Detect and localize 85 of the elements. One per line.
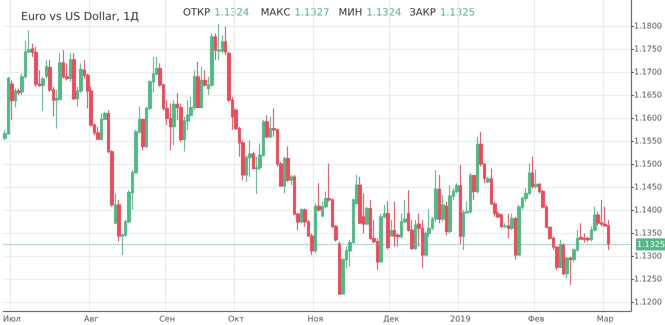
y-tick-label: 1.1500 (634, 160, 662, 168)
candlestick (96, 126, 100, 141)
candlestick (438, 174, 441, 224)
candlestick (300, 208, 303, 224)
y-tick-label: 1.1550 (634, 136, 662, 146)
candlestick (14, 88, 17, 108)
candlestick (569, 256, 572, 286)
candlestick (41, 76, 45, 112)
annotation: МАКС 1.1327 (260, 8, 330, 18)
candlestick (72, 52, 76, 101)
y-tick-label: 1.1450 (634, 182, 662, 192)
candlestick (10, 80, 14, 120)
candlestick (534, 169, 538, 189)
candlestick (514, 216, 517, 260)
candlestick (445, 201, 448, 236)
candlestick (269, 116, 272, 139)
y-tick-label: 1.1700 (634, 68, 662, 77)
candlestick (141, 118, 145, 151)
candlestick (565, 256, 569, 279)
candlestick (7, 76, 10, 136)
candlestick (472, 174, 476, 200)
candlestick (586, 236, 590, 242)
candlestick (531, 156, 534, 189)
candlestick (448, 184, 452, 234)
y-tick-label: 1.1650 (634, 90, 662, 100)
annotation: ЗАКР 1.1325 (409, 8, 475, 18)
y-tick-label: 1.1200 (634, 297, 662, 306)
candlestick (500, 213, 503, 229)
x-tick-label: Мар (596, 314, 614, 324)
y-tick-label: 1.1600 (634, 114, 662, 123)
annotation: МИН 1.1324 (338, 8, 402, 18)
x-tick-label: 2019 (450, 314, 470, 324)
x-tick-label: Июл (2, 314, 21, 324)
candlestick (369, 199, 372, 240)
text: Euro vs US Dollar, 1Д (21, 10, 140, 23)
y-tick-label: 1.1350 (634, 228, 662, 238)
candlestick (203, 70, 207, 88)
candlestick (562, 242, 565, 276)
y-tick-label: 1.1800 (634, 22, 662, 31)
candlestick (286, 146, 290, 182)
x-tick-label: Фев (528, 314, 545, 324)
x-tick-label: Ноя (308, 314, 324, 324)
candlestick (507, 213, 510, 239)
candlestick (386, 201, 390, 250)
candlestick (486, 176, 490, 184)
candlestick (34, 46, 38, 88)
candlestick (579, 222, 583, 240)
y-tick-label: 1.1400 (634, 205, 662, 214)
x-tick-label: Дек (383, 314, 400, 324)
y-tick-label: 1.1300 (634, 251, 662, 260)
candlestick (100, 112, 103, 142)
candlestick (69, 52, 72, 82)
candlestick (17, 88, 21, 96)
candlestick (365, 206, 369, 226)
candlestick (338, 241, 341, 296)
candlestick (117, 199, 121, 242)
candlestick (172, 100, 176, 146)
candlestick (265, 114, 269, 139)
candlestick (510, 213, 514, 231)
candlestick (283, 156, 286, 194)
candlestick (441, 194, 445, 222)
candlestick (317, 182, 321, 212)
y-tick-label: 1.1750 (634, 44, 662, 54)
x-tick-label: Окт (228, 314, 244, 324)
x-tick-label: Сен (159, 314, 175, 324)
candlestick (114, 192, 117, 225)
candlestick (62, 50, 65, 80)
candlestick (469, 172, 472, 214)
candlestick (390, 220, 393, 238)
candlestick (503, 222, 507, 229)
candlestick (45, 60, 48, 80)
ref-line-label: 1.1325 (637, 240, 665, 249)
candlestick (217, 23, 221, 61)
x-tick-label: Авг (84, 314, 98, 324)
candlestick (196, 62, 200, 109)
candlestick (169, 102, 172, 151)
y-tick-label: 1.1250 (634, 274, 662, 284)
candlestick (459, 164, 462, 244)
candlestick (252, 151, 255, 170)
candlestick (393, 201, 396, 248)
candlestick (476, 136, 479, 194)
candlestick (600, 199, 603, 227)
candlestick (214, 33, 217, 61)
candlestick (200, 66, 203, 109)
candlestick (290, 174, 293, 186)
